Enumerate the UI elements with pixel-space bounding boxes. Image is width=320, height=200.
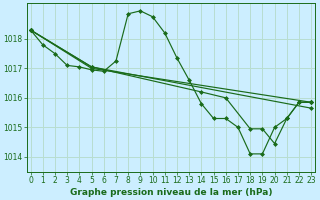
X-axis label: Graphe pression niveau de la mer (hPa): Graphe pression niveau de la mer (hPa) <box>70 188 272 197</box>
